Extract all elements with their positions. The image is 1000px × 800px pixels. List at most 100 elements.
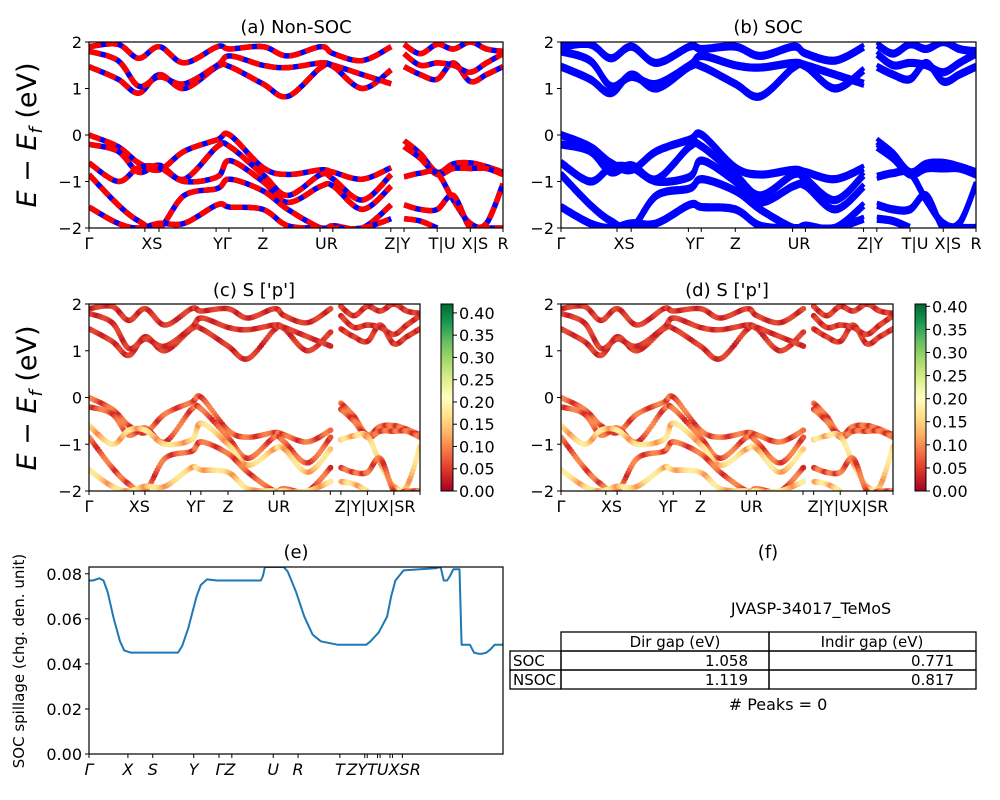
colorbar-tick-label: 0.05 xyxy=(459,460,495,479)
svg-text:E − Ef (eV): E − Ef (eV) xyxy=(12,63,47,208)
colorbar-tick-label: 0.05 xyxy=(932,459,968,478)
projection-point xyxy=(392,489,398,491)
band-ylabel-a: E − Ef (eV) xyxy=(12,63,47,208)
soc-band-line xyxy=(561,199,865,228)
band-line-red-dashed xyxy=(403,215,439,228)
spillage-ylabel: SOC spillage (chg. den. unit) xyxy=(10,554,28,769)
x-tick-label: Z xyxy=(223,497,234,516)
projection-point xyxy=(327,329,334,335)
soc-band-line xyxy=(875,214,912,228)
colorbar-tick-label: 0.25 xyxy=(932,367,968,386)
panel-f-info: JVASP-34017_TeMoS Dir gap (eV) Indir gap… xyxy=(509,599,977,714)
panel-d-title: (d) S ['p'] xyxy=(685,280,769,301)
panel-c-s-p-projection: −2 −1 0 1 2 Γ XS YΓ Z UR Z|Y|UX|SR xyxy=(58,295,421,516)
colorbar-tick-label: 0.35 xyxy=(459,326,495,345)
y-tick-label: 0.02 xyxy=(46,700,82,719)
colorbar-tick-label: 0.30 xyxy=(459,348,495,367)
x-tick-label: T|U xyxy=(428,234,456,253)
x-tick-label: Z|Y|UX|SR xyxy=(335,497,416,516)
panel-f-title: (f) xyxy=(758,542,778,563)
projection-point xyxy=(327,464,334,471)
colorbar-tick-label: 0.10 xyxy=(932,436,968,455)
band-line-red-dashed xyxy=(402,144,503,178)
colorbar-gradient xyxy=(440,303,454,492)
soc-band-line xyxy=(875,42,976,55)
soc-band-line xyxy=(561,142,866,205)
svg-text:E − Ef (eV): E − Ef (eV) xyxy=(12,326,47,471)
soc-band-line xyxy=(875,146,976,179)
panel-d-s-p-projection: −2 −1 0 1 2 Γ XS YΓ Z UR Z|Y|UX|SR xyxy=(530,295,894,516)
colorbar-tick-label: 0.15 xyxy=(932,413,968,432)
y-tick-label: 1 xyxy=(544,342,554,361)
plot-area xyxy=(561,42,976,228)
x-tick-label: Z xyxy=(257,234,268,253)
soc-band-line xyxy=(561,43,866,68)
y-tick-label: 1 xyxy=(544,80,554,99)
soc-band-line xyxy=(561,42,865,64)
soc-band-line xyxy=(561,171,866,228)
projection-point xyxy=(890,310,893,317)
x-tick-label: Γ xyxy=(85,234,94,253)
x-tick-label: UR xyxy=(267,497,290,516)
x-tick-label: YΓ xyxy=(185,497,205,516)
y-tick-label: 2 xyxy=(544,295,554,314)
colorbar-tick-label: 0.00 xyxy=(932,482,968,501)
y-tick-label: 0 xyxy=(72,389,82,408)
panel-a-title: (a) Non-SOC xyxy=(240,17,351,38)
projection-point xyxy=(800,305,807,312)
x-tick-label: XS xyxy=(129,497,150,516)
projection-point xyxy=(890,326,893,332)
soc-band-line xyxy=(561,51,865,91)
x-tick-label: R xyxy=(293,760,304,779)
projection-point xyxy=(800,343,807,349)
table-soc-dir-gap: 1.058 xyxy=(705,652,748,670)
projection-point xyxy=(327,305,334,312)
band-line-red-dashed xyxy=(402,51,503,75)
soc-band-line xyxy=(561,160,866,214)
colorbar-tick-label: 0.30 xyxy=(932,343,968,362)
band-line-red-dashed xyxy=(402,42,503,57)
axes-frame xyxy=(560,41,977,229)
ylabel-e-minus: E − E xyxy=(12,134,43,208)
x-tick-label: Z xyxy=(695,497,706,516)
x-tick-label: UR xyxy=(740,497,763,516)
projection-point xyxy=(865,489,871,491)
y-tick-label: −2 xyxy=(530,482,554,501)
projection-point xyxy=(327,434,334,441)
table-cell xyxy=(768,669,977,690)
gap-table: Dir gap (eV) Indir gap (eV) SOC 1.058 0.… xyxy=(509,631,977,690)
x-tick-label: R xyxy=(970,234,981,253)
axes-frame xyxy=(88,303,421,492)
material-id: JVASP-34017_TeMoS xyxy=(730,599,891,619)
x-tick-label: Z|Y xyxy=(384,234,410,253)
y-tick-label: 0.04 xyxy=(46,655,82,674)
y-tick-label: 1 xyxy=(72,342,82,361)
panel-b-soc: −2 −1 0 1 2 Γ XS YΓ Z UR Z|Y T|U X|S R xyxy=(530,33,981,253)
x-tick-label: Γ xyxy=(85,760,95,779)
y-tick-label: 0.00 xyxy=(46,745,82,764)
y-tick-label: −1 xyxy=(58,435,82,454)
ylabel-unit: (eV) xyxy=(12,63,43,128)
band-line-red-dashed xyxy=(89,130,393,182)
plot-area xyxy=(89,567,503,655)
band-line-red-dashed xyxy=(89,139,394,203)
x-tick-label: Γ xyxy=(557,234,566,253)
x-tick-label: Z xyxy=(730,234,741,253)
band-line-red-dashed xyxy=(89,48,392,90)
band-line-red-dashed xyxy=(403,192,503,228)
x-tick-label: X xyxy=(121,760,134,779)
x-tick-label: X|S xyxy=(462,234,489,253)
axes-frame xyxy=(560,303,894,492)
colorbar-tick-label: 0.35 xyxy=(932,320,968,339)
colorbar-tick-label: 0.20 xyxy=(932,390,968,409)
colorbar-tick-label: 0.15 xyxy=(459,415,495,434)
projection-point xyxy=(890,488,893,491)
soc-band-line xyxy=(561,203,865,228)
colorbar-d: 0.00 0.05 0.10 0.15 0.20 0.25 0.30 0.35 0.40 xyxy=(914,297,968,501)
table-col-indir-gap: Indir gap (eV) xyxy=(821,633,924,651)
x-tick-label: S xyxy=(148,760,158,779)
x-tick-label: XS xyxy=(601,497,622,516)
x-tick-label: Γ xyxy=(85,497,94,516)
x-tick-label: R xyxy=(497,234,508,253)
